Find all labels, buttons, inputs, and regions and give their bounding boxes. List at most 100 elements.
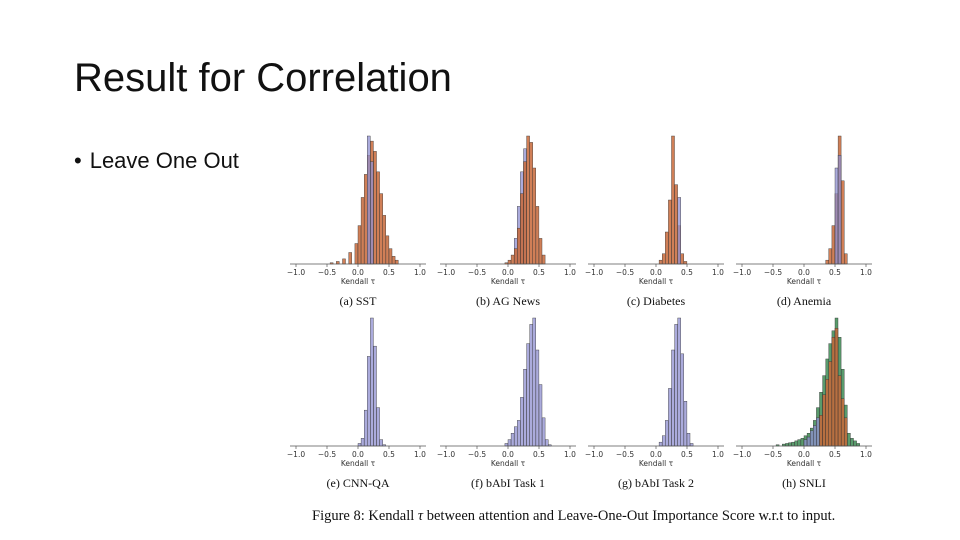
histogram-bar: [376, 171, 380, 265]
histogram-bar: [364, 409, 368, 447]
x-tick-label: −1.0: [585, 450, 603, 459]
bullet-item: • Leave One Out: [74, 148, 239, 174]
bullet-dot-icon: •: [74, 148, 82, 173]
x-tick-label: −1.0: [585, 268, 603, 277]
subplot-label: (f) bAbI Task 1: [471, 476, 545, 490]
x-tick-label: 1.0: [712, 268, 724, 277]
histogram-bar: [526, 343, 530, 447]
x-axis-label: Kendall τ: [787, 277, 822, 286]
histogram-bar: [671, 135, 675, 265]
x-tick-label: −0.5: [764, 268, 782, 277]
histogram-bar: [677, 317, 681, 447]
x-tick-label: 0.0: [798, 268, 810, 277]
histogram-bar: [523, 369, 527, 447]
x-tick-label: 0.5: [681, 268, 693, 277]
histogram-bar: [526, 135, 530, 265]
histogram-bar: [665, 231, 669, 265]
x-axis-label: Kendall τ: [491, 277, 526, 286]
x-tick-label: 0.5: [681, 450, 693, 459]
histogram-bar: [828, 361, 832, 447]
histogram-bar: [686, 433, 691, 447]
x-tick-label: −0.5: [318, 268, 336, 277]
x-tick-label: 1.0: [712, 450, 724, 459]
histogram-bar: [373, 151, 377, 265]
histogram-bar: [541, 417, 546, 447]
histogram-bar: [816, 417, 820, 447]
histogram-bar: [788, 442, 792, 447]
histogram-bar: [834, 328, 839, 447]
caption-tau: τ: [417, 508, 424, 524]
x-tick-label: 0.5: [829, 268, 841, 277]
x-tick-label: 1.0: [860, 268, 872, 277]
histogram-bar: [385, 235, 390, 265]
histogram-bar: [507, 439, 512, 447]
x-tick-label: −1.0: [287, 268, 305, 277]
x-tick-label: −0.5: [468, 450, 486, 459]
histogram-bar: [367, 135, 371, 265]
histogram-bar: [828, 248, 832, 265]
histogram-bar: [379, 193, 383, 265]
histogram-bar: [822, 394, 826, 447]
x-tick-label: 0.0: [798, 450, 810, 459]
x-tick-label: 0.0: [502, 450, 514, 459]
histogram-bar: [850, 438, 854, 447]
histogram-bar: [538, 238, 543, 265]
histogram-bar: [683, 401, 688, 447]
x-tick-label: −0.5: [616, 450, 634, 459]
histogram-bar: [800, 438, 805, 447]
x-tick-label: 0.0: [352, 268, 364, 277]
caption-suffix: between attention and Leave-One-Out Impo…: [426, 508, 836, 524]
x-tick-label: −0.5: [764, 450, 782, 459]
x-axis-label: Kendall τ: [639, 277, 674, 286]
histogram-bar: [837, 375, 842, 447]
subplot-label: (e) CNN-QA: [327, 476, 390, 490]
histogram-bar: [668, 388, 672, 447]
histogram-bar: [367, 356, 371, 447]
x-tick-label: 0.5: [383, 450, 395, 459]
histogram-bar: [541, 254, 546, 265]
x-axis-label: Kendall τ: [639, 459, 674, 468]
histogram-bar: [360, 197, 365, 265]
histogram-bar: [370, 317, 374, 447]
x-axis-label: Kendall τ: [341, 459, 376, 468]
x-axis-label: Kendall τ: [787, 459, 822, 468]
histogram-bar: [810, 430, 814, 447]
x-tick-label: −0.5: [616, 268, 634, 277]
histogram-bar: [680, 353, 684, 447]
histogram-bar: [825, 259, 829, 265]
histogram-bar: [831, 337, 836, 447]
histogram-bar: [825, 379, 829, 447]
histogram-bar: [520, 397, 524, 447]
x-tick-label: 0.5: [829, 450, 841, 459]
histogram-bar: [803, 439, 808, 447]
histogram-bar: [680, 253, 684, 265]
x-tick-label: −1.0: [733, 268, 751, 277]
histogram-bar: [841, 180, 845, 265]
histogram-bar: [382, 215, 386, 265]
histogram-bar: [520, 193, 524, 265]
histogram-bar: [517, 227, 521, 265]
histogram-bar: [535, 206, 540, 265]
histogram-bar: [844, 417, 848, 447]
subplot-label: (d) Anemia: [777, 294, 832, 308]
histogram-bar: [545, 439, 549, 447]
histogram-bar: [529, 324, 533, 447]
histogram-bar: [658, 441, 663, 447]
histogram-bar: [360, 438, 365, 447]
histogram-bar: [674, 184, 678, 265]
x-tick-label: −1.0: [437, 450, 455, 459]
x-tick-label: −1.0: [437, 268, 455, 277]
histogram-bar: [370, 161, 374, 265]
histogram-bar: [373, 345, 377, 447]
x-tick-label: 0.0: [502, 268, 514, 277]
histogram-bar: [847, 433, 851, 447]
histogram-bar: [532, 317, 536, 447]
x-axis-label: Kendall τ: [491, 459, 526, 468]
histogram-bar: [376, 407, 380, 447]
histogram-bar: [514, 248, 518, 265]
x-tick-label: 0.0: [352, 450, 364, 459]
figure-caption: Figure 8: Kendall τ between attention an…: [312, 508, 835, 525]
slide-title: Result for Correlation: [74, 56, 452, 100]
histogram-bar: [391, 256, 396, 265]
